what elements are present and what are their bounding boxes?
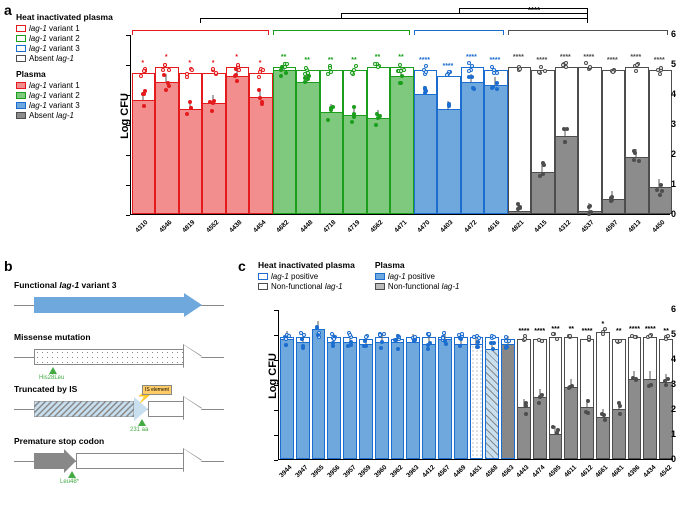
panel-c-label: c <box>238 258 246 274</box>
legend-a: Heat inactivated plasma lag-1 variant 1l… <box>16 12 126 121</box>
legend-title: Plasma <box>16 69 126 79</box>
legend-title: Plasma <box>375 260 460 270</box>
panel-b: Functional lag-1 variant 3Missense mutat… <box>14 280 229 495</box>
legend-title: Heat inactivated plasma <box>258 260 355 270</box>
legend-title: Heat inactivated plasma <box>16 12 126 22</box>
panel-b-label: b <box>4 258 13 274</box>
chart-c: Log CFU 39443947395539563957395939603962… <box>278 300 678 480</box>
panel-a-label: a <box>4 2 12 18</box>
chart-a: Log CFU *4310*4546*4819*4552*4438*4454**… <box>130 20 678 230</box>
legend-c: Heat inactivated plasma lag-1 positiveNo… <box>258 260 459 292</box>
